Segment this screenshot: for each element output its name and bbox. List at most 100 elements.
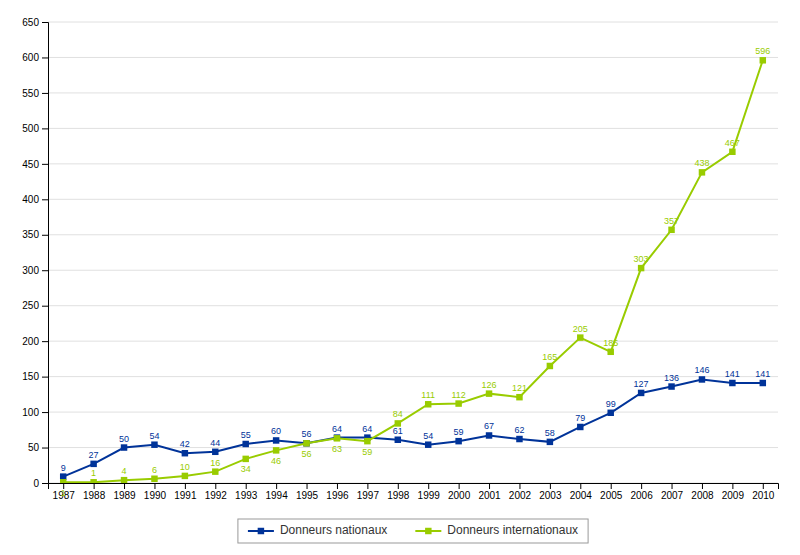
marker [547,439,553,445]
marker [242,441,248,447]
x-tick-label: 1996 [326,490,349,501]
marker [90,461,96,467]
x-tick-mark [580,483,581,489]
x-tick-label: 2009 [722,490,745,501]
marker [516,436,522,442]
x-tick-mark [763,483,764,489]
x-tick-mark [276,483,277,489]
marker [334,435,340,441]
data-label: 60 [271,426,281,436]
x-tick-label: 1990 [144,490,167,501]
x-tick-mark [641,483,642,489]
marker [90,479,96,483]
x-tick-label: 1997 [357,490,380,501]
data-label: 54 [149,431,159,441]
marker [182,473,188,479]
y-axis: 050100150200250300350400450500550600650 [22,17,48,489]
data-label: 61 [393,426,403,436]
data-label: 467 [725,138,740,148]
marker [273,437,279,443]
x-tick: 1999 [418,483,441,501]
marker [151,441,157,447]
y-tick-mark [42,483,48,484]
grid-line [48,199,778,200]
x-tick: 1992 [205,483,228,501]
x-tick: 2000 [448,483,471,501]
x-tick-label: 1988 [83,490,106,501]
y-tick-label: 150 [22,371,39,382]
y-tick: 500 [22,123,48,134]
data-label: 1 [91,468,96,478]
data-label: 56 [302,449,312,459]
x-tick: 1987 [53,483,76,501]
x-tick: 2006 [631,483,654,501]
x-tick-label: 2001 [478,490,501,501]
marker [121,477,127,483]
data-label: 59 [362,447,372,457]
x-tick-mark [702,483,703,489]
x-tick-mark [124,483,125,489]
data-label: 357 [664,216,679,226]
x-tick: 2005 [600,483,623,501]
x-tick-mark [337,483,338,489]
data-label: 64 [362,424,372,434]
grid [48,22,778,483]
x-tick-label: 1993 [235,490,258,501]
data-label: 111 [421,390,435,400]
data-label: 10 [180,462,190,472]
x-tick: 2008 [691,483,714,501]
marker [273,447,279,453]
grid-line [48,341,778,342]
y-tick-label: 600 [22,52,39,63]
x-tick-label: 2006 [631,490,654,501]
y-tick-label: 500 [22,123,39,134]
data-label: 55 [241,430,251,440]
x-tick-mark [154,483,155,489]
marker [60,479,66,483]
grid-line [48,128,778,129]
marker [425,441,431,447]
y-tick: 100 [22,407,48,418]
marker [486,432,492,438]
x-tick-label: 1995 [296,490,319,501]
marker [303,440,309,446]
x-tick: 2010 [752,483,775,501]
grid-line [48,57,778,58]
grid-line [48,412,778,413]
x-tick: 2001 [478,483,501,501]
y-tick-label: 550 [22,88,39,99]
grid-line [48,92,778,93]
y-tick: 150 [22,371,48,382]
y-tick-label: 650 [22,17,39,28]
data-label: 67 [484,421,494,431]
marker [303,440,309,446]
data-label: 58 [545,428,555,438]
x-tick-mark [367,483,368,489]
marker [486,390,492,396]
grid-line [48,22,778,23]
x-tick-mark [672,483,673,489]
marker [151,476,157,482]
data-label: 126 [482,380,497,390]
y-tick: 250 [22,300,48,311]
data-label: 141 [725,369,740,379]
x-tick-label: 1994 [266,490,289,501]
data-label: 50 [119,434,129,444]
marker [607,410,613,416]
marker [729,380,735,386]
x-tick: 2009 [722,483,745,501]
y-tick-label: 250 [22,300,39,311]
x-tick-label: 2002 [509,490,532,501]
marker [455,400,461,406]
x-tick-label: 2003 [539,490,562,501]
marker [577,334,583,340]
y-tick-label: 300 [22,265,39,276]
legend-label: Donneurs internationaux [447,523,578,537]
x-tick-mark [215,483,216,489]
marker [760,380,766,386]
y-axis-line [42,23,49,484]
y-tick-label: 100 [22,407,39,418]
x-tick: 1993 [235,483,258,501]
y-tick: 350 [22,229,48,240]
data-label: 136 [664,373,679,383]
